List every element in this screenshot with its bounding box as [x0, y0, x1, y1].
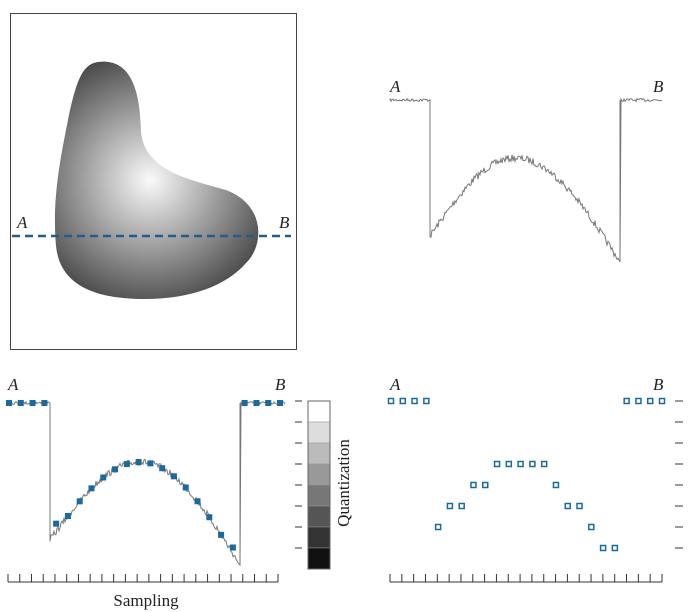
sample-point	[182, 484, 189, 491]
quantized-sample	[517, 460, 524, 468]
quantized-sample	[564, 502, 571, 510]
gray-level	[307, 400, 331, 423]
label-a: A	[389, 77, 401, 96]
quantized-sample	[411, 397, 418, 405]
label-a: A	[16, 213, 28, 232]
quantized-sample	[599, 544, 607, 552]
sample-point	[100, 474, 107, 481]
quantized-sample	[611, 544, 619, 552]
label-a: A	[7, 375, 19, 394]
quantized-sample	[623, 397, 630, 405]
quantized-sample	[658, 397, 666, 405]
label-b: B	[275, 375, 286, 394]
quantized-sample	[635, 397, 642, 405]
sample-point	[218, 531, 225, 538]
sampling-label: Sampling	[113, 591, 179, 610]
quantized-sample	[482, 481, 489, 489]
sample-point	[123, 461, 130, 468]
quantized-sample	[552, 481, 560, 489]
label-b: B	[653, 375, 664, 394]
sample-point	[194, 498, 201, 505]
gray-bar-frame	[307, 400, 331, 570]
gray-level	[307, 484, 331, 507]
intensity-profile	[7, 400, 286, 567]
quantized-sample	[576, 502, 583, 510]
quantized-sample	[446, 502, 454, 510]
sample-point	[76, 498, 83, 505]
gray-level	[307, 421, 331, 444]
sample-point	[253, 400, 260, 406]
sample-point	[41, 400, 48, 406]
label-a: A	[389, 375, 401, 394]
sample-point	[64, 513, 71, 520]
intensity-profile	[389, 97, 663, 263]
quantized-sample	[540, 460, 548, 468]
sample-point	[135, 459, 142, 466]
sample-point	[29, 400, 36, 406]
quantized-sample	[387, 397, 395, 405]
label-b: B	[279, 213, 290, 232]
sample-point	[159, 465, 166, 472]
quantization-label: Quantization	[334, 439, 353, 527]
quantized-sample	[493, 460, 501, 468]
quantized-sample	[423, 397, 430, 405]
sample-point	[229, 544, 236, 551]
sample-point	[17, 400, 24, 406]
gray-level	[307, 547, 331, 570]
sample-point	[170, 473, 177, 480]
sample-point	[147, 460, 154, 467]
quantized-sample	[588, 523, 595, 531]
sample-point	[53, 520, 60, 527]
quantized-sample	[399, 397, 407, 405]
sample-point	[88, 485, 95, 492]
sample-point	[241, 400, 248, 406]
gray-level	[307, 442, 331, 465]
quantized-sample	[529, 460, 536, 468]
label-b: B	[653, 77, 664, 96]
gray-level	[307, 505, 331, 528]
quantized-sample	[470, 481, 477, 489]
drawing	[6, 97, 683, 583]
gray-level	[307, 526, 331, 549]
object-image	[54, 61, 259, 299]
quantized-sample	[458, 502, 465, 510]
sample-point	[277, 400, 283, 406]
quantized-sample	[646, 397, 654, 405]
sample-point	[6, 400, 12, 406]
sample-point	[265, 400, 272, 406]
sample-point	[112, 466, 119, 473]
quantized-sample	[505, 460, 513, 468]
gray-level	[307, 463, 331, 486]
quantized-sample	[434, 523, 442, 531]
sample-point	[206, 514, 213, 521]
